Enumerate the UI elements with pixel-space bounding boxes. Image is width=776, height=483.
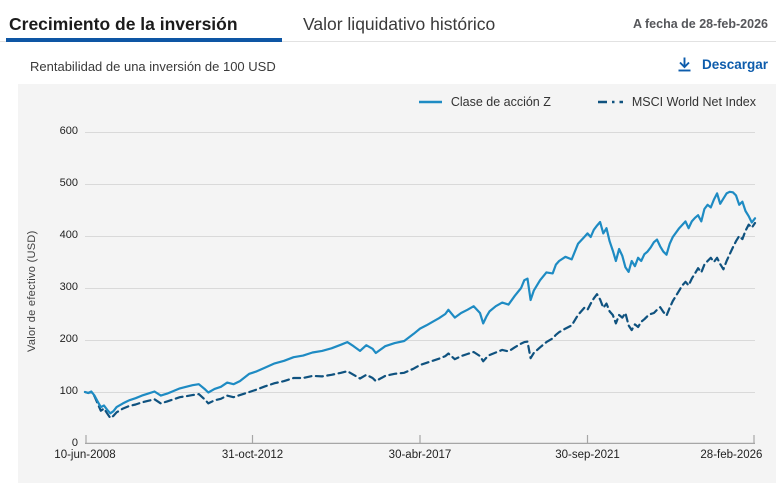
x-tick-label: 30-abr-2017 — [388, 449, 452, 461]
x-tick-label: 31-oct-2012 — [221, 449, 284, 461]
y-tick-label: 200 — [59, 333, 78, 345]
chart-subtitle: Rentabilidad de una inversión de 100 USD — [30, 59, 276, 74]
y-tick-label: 600 — [59, 125, 78, 137]
as-of-date: A fecha de 28-feb-2026 — [632, 17, 768, 31]
series-line-index — [83, 221, 757, 420]
y-tick-label: 400 — [59, 229, 78, 241]
y-tick-label: 500 — [59, 177, 78, 189]
tab-investment-growth[interactable]: Crecimiento de la inversión — [9, 14, 238, 34]
legend-label-fund: Clase de acción Z — [450, 95, 551, 109]
x-tick-label: 10-jun-2008 — [54, 449, 116, 461]
legend-item-index[interactable]: MSCI World Net Index — [597, 95, 756, 109]
solid-line-swatch-icon — [418, 96, 443, 108]
chart-legend: Clase de acción Z MSCI World Net Index — [18, 95, 756, 109]
legend-label-index: MSCI World Net Index — [631, 95, 756, 109]
plot-svg[interactable] — [83, 132, 757, 444]
active-tab-underline — [6, 38, 282, 42]
series-line-fund — [83, 190, 757, 415]
chart-panel: Clase de acción Z MSCI World Net Index V… — [18, 84, 776, 483]
x-tick-label: 28-feb-2026 — [700, 449, 763, 461]
tab-bar-divider — [0, 41, 776, 42]
y-tick-label: 0 — [71, 437, 78, 449]
tab-bar: Crecimiento de la inversión Valor liquid… — [0, 0, 776, 42]
y-tick-label: 100 — [59, 385, 78, 397]
x-tick-label: 30-sep-2021 — [555, 449, 620, 461]
tab-historical-nav[interactable]: Valor liquidativo histórico — [303, 14, 496, 34]
download-icon — [676, 56, 693, 73]
download-label: Descargar — [701, 57, 768, 72]
download-button[interactable]: Descargar — [676, 56, 768, 73]
dashed-line-swatch-icon — [597, 96, 624, 108]
legend-item-fund[interactable]: Clase de acción Z — [418, 95, 551, 109]
y-tick-label: 300 — [59, 281, 78, 293]
